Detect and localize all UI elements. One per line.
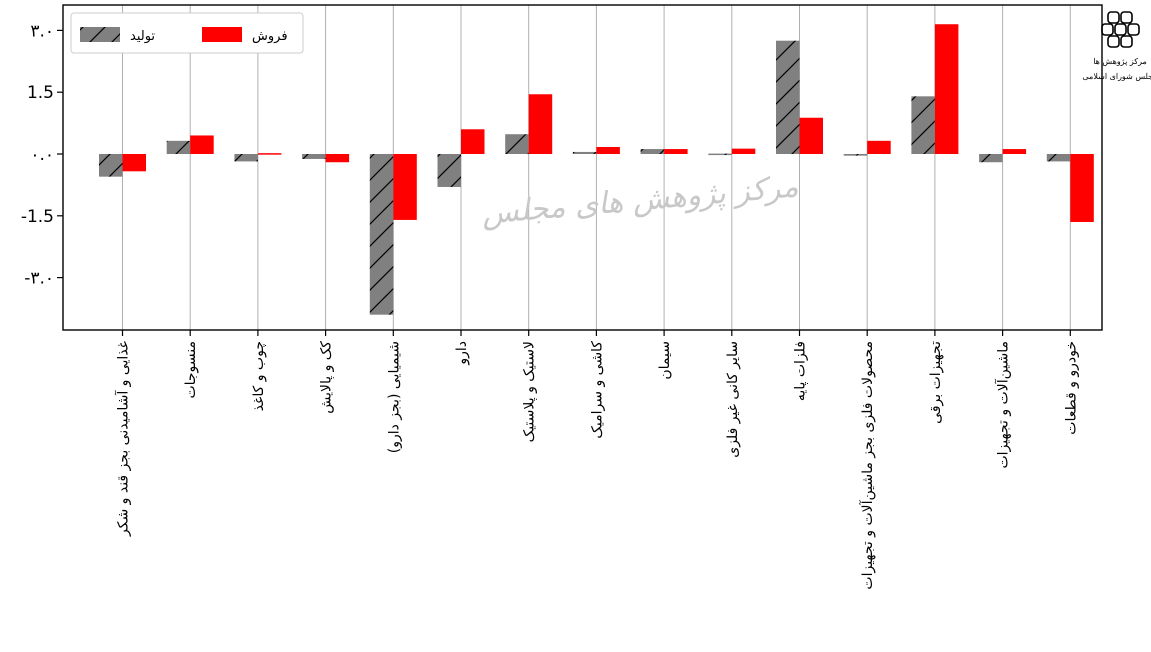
bar-production bbox=[234, 154, 258, 162]
bar-production bbox=[572, 151, 597, 154]
bar-sales bbox=[1070, 154, 1094, 222]
bar-production bbox=[1046, 154, 1071, 162]
y-tick-label: ۳.۰ bbox=[30, 21, 54, 41]
bar-sales bbox=[664, 149, 688, 154]
x-tick-label: شیمیایی (بجز دارو) bbox=[386, 341, 402, 453]
y-tick-label: -1.5 bbox=[21, 207, 54, 227]
bar-production bbox=[369, 154, 394, 315]
gridlines bbox=[122, 5, 1071, 330]
bar-production bbox=[843, 154, 868, 156]
x-tick-label: منسوجات bbox=[183, 341, 199, 399]
bars bbox=[99, 24, 1094, 315]
bar-production bbox=[708, 153, 732, 156]
bar-sales bbox=[122, 154, 146, 172]
logo-emblem-icon bbox=[1101, 11, 1140, 48]
legend-swatch-production bbox=[80, 27, 120, 42]
plot-frame bbox=[62, 4, 1103, 331]
y-tick-label: ۰.۰ bbox=[30, 145, 54, 165]
bar-production bbox=[437, 154, 461, 187]
bar-sales bbox=[325, 154, 350, 163]
bar-production bbox=[302, 154, 326, 159]
bar-production bbox=[99, 154, 123, 177]
x-tick-label: محصولات فلزی بجز ماشین‌آلات و تجهیزات bbox=[859, 341, 876, 590]
x-tick-label: کاشی و سرامیک bbox=[589, 341, 605, 439]
x-tick-label: دارو bbox=[454, 341, 470, 366]
bar-sales bbox=[596, 146, 620, 154]
bar-sales bbox=[461, 129, 485, 154]
y-tick-label: 1.5 bbox=[27, 83, 54, 103]
x-tick-label: کک و پالایش bbox=[319, 341, 335, 414]
bar-sales bbox=[393, 154, 417, 220]
bar-sales bbox=[934, 24, 959, 154]
legend-label-sales: فروش bbox=[252, 29, 288, 44]
bar-production bbox=[776, 40, 800, 155]
x-tick-label: لاستیک و پلاستیک bbox=[522, 341, 538, 442]
x-tick-label: تجهیزات برقی bbox=[928, 341, 944, 424]
x-axis: غذایی و آشامیدنی بجز قند و شکر منسوجات چوب… bbox=[115, 330, 1079, 590]
x-tick-label: ماشین‌آلات و تجهیزات bbox=[995, 341, 1012, 469]
logo: مرکز پژوهش ها مجلس شورای اسلامی bbox=[1082, 11, 1151, 81]
y-tick-label: -۳.۰ bbox=[24, 269, 54, 289]
x-tick-label: خودرو و قطعات bbox=[1063, 341, 1079, 435]
bar-sales bbox=[1002, 149, 1027, 154]
legend-label-production: تولید bbox=[130, 29, 155, 44]
x-tick-label: چوب و کاغذ bbox=[251, 341, 267, 411]
x-tick-label: سیمان bbox=[657, 341, 673, 380]
y-axis: -۳.۰ -1.5 ۰.۰ 1.5 ۳.۰ bbox=[21, 21, 63, 289]
bar-sales bbox=[190, 135, 214, 154]
x-tick-label: سایر کانی غیر فلزی bbox=[725, 341, 741, 458]
bar-production bbox=[911, 96, 935, 154]
bar-sales bbox=[528, 94, 553, 154]
bar-sales bbox=[799, 117, 823, 154]
logo-line-1: مرکز پژوهش ها bbox=[1093, 57, 1147, 66]
bar-sales bbox=[731, 148, 756, 154]
legend-swatch-sales bbox=[202, 27, 242, 42]
logo-line-2: مجلس شورای اسلامی bbox=[1082, 72, 1151, 81]
x-tick-label: غذایی و آشامیدنی بجز قند و شکر bbox=[115, 341, 132, 537]
bar-sales bbox=[867, 140, 891, 154]
bar-production bbox=[640, 149, 665, 154]
bar-production bbox=[505, 134, 529, 154]
legend-box bbox=[70, 12, 304, 54]
legend: تولید فروش bbox=[70, 12, 304, 54]
bar-production bbox=[166, 140, 191, 154]
bar-production bbox=[979, 154, 1003, 163]
x-tick-label: فلزات پایه bbox=[793, 341, 809, 401]
bar-sales bbox=[257, 153, 282, 155]
